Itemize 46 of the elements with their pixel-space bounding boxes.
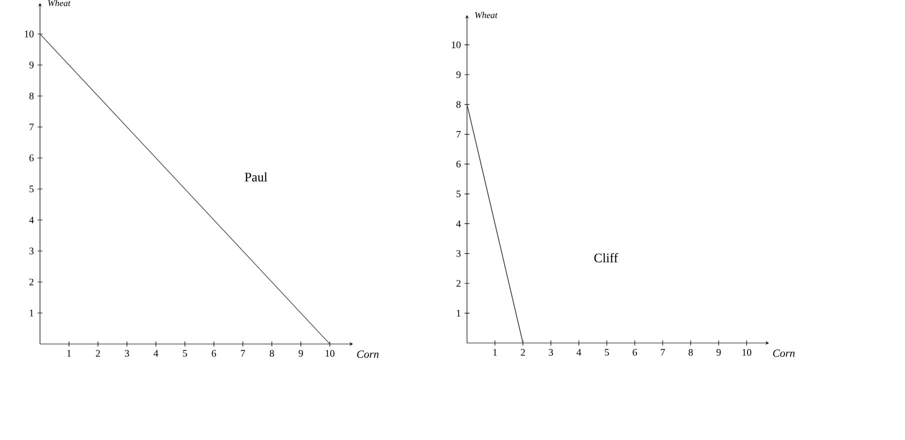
x-axis-title: Corn xyxy=(773,350,795,357)
x-tick-label: 4 xyxy=(576,349,582,356)
y-tick-label: 7 xyxy=(456,131,461,138)
x-tick-label: 3 xyxy=(548,349,553,356)
x-tick-label: 2 xyxy=(96,350,100,357)
x-tick-label: 9 xyxy=(298,350,303,357)
y-tick-label: 8 xyxy=(29,92,34,100)
x-tick-label: 10 xyxy=(326,350,334,357)
y-tick-label: 5 xyxy=(456,190,461,198)
x-tick-label: 8 xyxy=(688,349,693,356)
annotation: Cliff xyxy=(594,253,618,262)
y-tick-label: 3 xyxy=(29,248,34,254)
x-tick-label: 7 xyxy=(660,349,665,356)
y-tick-label: 8 xyxy=(456,101,461,108)
annotation: Paul xyxy=(244,172,268,182)
x-tick-label: 6 xyxy=(212,350,216,357)
x-tick-label: 5 xyxy=(182,350,188,357)
x-tick-label: 5 xyxy=(604,349,609,356)
y-tick-label: 4 xyxy=(456,220,461,228)
y-tick-label: 10 xyxy=(24,30,34,38)
y-axis-title: Wheat xyxy=(48,0,71,6)
y-tick-label: 1 xyxy=(456,310,460,316)
x-tick-label: 8 xyxy=(270,350,274,357)
x-tick-label: 10 xyxy=(742,349,752,356)
y-tick-label: 2 xyxy=(456,280,460,287)
x-tick-label: 1 xyxy=(67,350,71,357)
y-tick-label: 3 xyxy=(456,250,461,257)
y-tick-label: 1 xyxy=(30,310,34,316)
x-tick-label: 6 xyxy=(632,349,637,356)
y-tick-label: 7 xyxy=(30,124,34,130)
x-tick-label: 3 xyxy=(124,350,130,357)
y-tick-label: 9 xyxy=(29,62,34,68)
y-tick-label: 4 xyxy=(29,216,34,224)
x-tick-label: 7 xyxy=(241,350,246,357)
y-tick-label: 6 xyxy=(29,154,34,162)
x-axis-title: Corn xyxy=(357,350,379,358)
x-tick-label: 1 xyxy=(493,349,497,356)
x-tick-label: 2 xyxy=(520,349,525,356)
y-tick-label: 5 xyxy=(30,186,34,192)
x-tick-label: 4 xyxy=(154,350,158,357)
y-tick-label: 6 xyxy=(456,160,461,168)
y-tick-label: 10 xyxy=(452,41,461,48)
y-tick-label: 9 xyxy=(456,71,461,78)
x-tick-label: 9 xyxy=(716,349,721,356)
y-tick-label: 2 xyxy=(29,278,34,286)
y-axis-title: Wheat xyxy=(475,12,498,18)
